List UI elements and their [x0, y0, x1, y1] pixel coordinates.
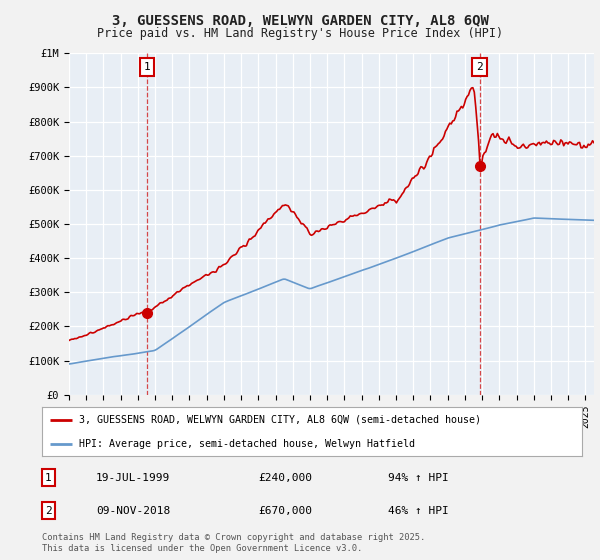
Text: 46% ↑ HPI: 46% ↑ HPI: [388, 506, 448, 516]
Text: 3, GUESSENS ROAD, WELWYN GARDEN CITY, AL8 6QW (semi-detached house): 3, GUESSENS ROAD, WELWYN GARDEN CITY, AL…: [79, 415, 481, 425]
Text: Price paid vs. HM Land Registry's House Price Index (HPI): Price paid vs. HM Land Registry's House …: [97, 27, 503, 40]
Text: 3, GUESSENS ROAD, WELWYN GARDEN CITY, AL8 6QW: 3, GUESSENS ROAD, WELWYN GARDEN CITY, AL…: [112, 14, 488, 28]
Text: £670,000: £670,000: [258, 506, 312, 516]
Text: 94% ↑ HPI: 94% ↑ HPI: [388, 473, 448, 483]
Text: 1: 1: [144, 62, 151, 72]
Text: 19-JUL-1999: 19-JUL-1999: [96, 473, 170, 483]
Text: HPI: Average price, semi-detached house, Welwyn Hatfield: HPI: Average price, semi-detached house,…: [79, 438, 415, 449]
Text: Contains HM Land Registry data © Crown copyright and database right 2025.
This d: Contains HM Land Registry data © Crown c…: [42, 533, 425, 553]
Text: £240,000: £240,000: [258, 473, 312, 483]
Text: 2: 2: [476, 62, 483, 72]
Text: 09-NOV-2018: 09-NOV-2018: [96, 506, 170, 516]
Text: 1: 1: [45, 473, 52, 483]
Text: 2: 2: [45, 506, 52, 516]
